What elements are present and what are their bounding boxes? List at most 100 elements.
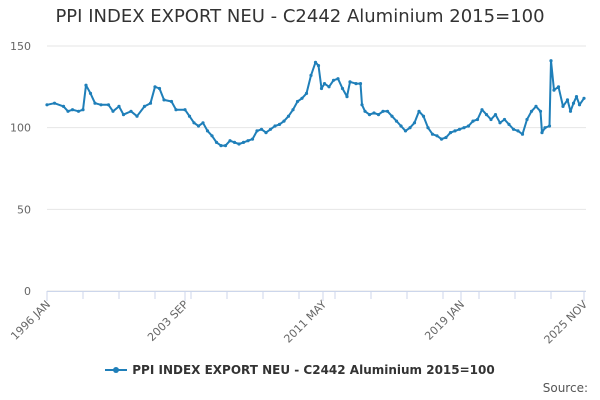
y-tick-label: 50 bbox=[17, 203, 31, 216]
x-tick-label: 1996 JAN bbox=[8, 298, 53, 343]
data-point bbox=[142, 104, 147, 108]
data-point bbox=[153, 85, 157, 89]
data-point bbox=[484, 113, 489, 117]
data-point bbox=[246, 139, 250, 143]
data-point bbox=[336, 77, 340, 81]
legend-marker-icon bbox=[105, 365, 128, 375]
data-point bbox=[309, 73, 313, 77]
data-point bbox=[540, 131, 544, 135]
data-point bbox=[129, 109, 133, 113]
data-point bbox=[385, 109, 390, 113]
data-point bbox=[277, 122, 282, 126]
data-point bbox=[162, 98, 166, 102]
data-point bbox=[148, 101, 153, 105]
data-point bbox=[319, 86, 324, 91]
data-point bbox=[93, 101, 97, 105]
x-tick-label: 2011 MAY bbox=[281, 298, 329, 346]
data-point bbox=[81, 108, 85, 112]
data-point bbox=[561, 104, 565, 108]
data-point bbox=[210, 134, 214, 138]
data-point bbox=[117, 104, 121, 108]
data-point bbox=[66, 109, 70, 113]
data-point bbox=[205, 129, 210, 133]
data-point bbox=[507, 122, 511, 126]
data-point bbox=[444, 135, 448, 140]
data-point bbox=[453, 129, 457, 133]
data-point bbox=[466, 124, 471, 128]
data-point bbox=[106, 103, 111, 107]
data-point bbox=[430, 132, 435, 136]
data-point bbox=[471, 119, 475, 123]
data-point bbox=[520, 132, 525, 136]
data-point bbox=[76, 109, 81, 113]
data-point bbox=[84, 83, 88, 87]
data-point bbox=[282, 119, 286, 123]
data-point bbox=[489, 117, 493, 122]
data-point bbox=[538, 109, 543, 113]
data-point bbox=[241, 140, 246, 144]
data-point bbox=[556, 85, 561, 89]
series-line bbox=[46, 59, 585, 147]
data-point bbox=[61, 104, 66, 108]
data-point bbox=[363, 109, 367, 113]
data-point bbox=[348, 80, 352, 84]
data-point bbox=[552, 88, 556, 92]
data-point bbox=[201, 121, 205, 125]
data-point bbox=[381, 109, 385, 113]
data-point bbox=[435, 134, 439, 138]
data-point bbox=[345, 95, 349, 99]
data-point bbox=[99, 103, 103, 107]
y-tick-label: 150 bbox=[10, 40, 31, 53]
series-layer bbox=[45, 59, 586, 148]
data-point bbox=[403, 129, 408, 133]
data-point bbox=[577, 103, 582, 107]
y-tick-label: 0 bbox=[24, 285, 31, 298]
data-point bbox=[360, 103, 364, 107]
data-point bbox=[354, 82, 358, 86]
data-point bbox=[525, 117, 529, 122]
data-point bbox=[408, 126, 412, 130]
data-point bbox=[534, 104, 538, 108]
data-point bbox=[529, 109, 534, 113]
data-point bbox=[439, 137, 444, 141]
data-point bbox=[498, 121, 502, 125]
data-point bbox=[331, 78, 336, 82]
data-point bbox=[70, 108, 75, 112]
data-point bbox=[157, 86, 162, 91]
y-axis: 0 50 100 150 bbox=[10, 40, 31, 298]
data-point bbox=[223, 144, 228, 148]
data-point bbox=[316, 64, 321, 68]
data-point bbox=[543, 126, 547, 130]
data-point bbox=[255, 129, 259, 133]
gridlines bbox=[47, 45, 586, 292]
data-point bbox=[121, 113, 126, 117]
data-point bbox=[264, 131, 268, 135]
data-point bbox=[300, 96, 304, 100]
data-point bbox=[399, 124, 403, 128]
data-point bbox=[232, 140, 237, 144]
y-tick-label: 100 bbox=[10, 122, 31, 135]
data-point bbox=[304, 91, 309, 95]
data-point bbox=[421, 114, 426, 118]
data-point bbox=[111, 109, 115, 113]
data-point bbox=[475, 117, 480, 122]
data-point bbox=[174, 108, 178, 112]
data-point bbox=[394, 119, 399, 123]
data-point bbox=[183, 108, 187, 112]
data-point bbox=[250, 137, 255, 141]
data-point bbox=[372, 111, 376, 115]
legend[interactable]: PPI INDEX EXPORT NEU - C2442 Aluminium 2… bbox=[0, 363, 600, 377]
data-point bbox=[417, 109, 421, 113]
data-point bbox=[547, 124, 552, 128]
data-point bbox=[237, 142, 241, 146]
data-point bbox=[52, 101, 57, 105]
data-point bbox=[135, 114, 139, 118]
data-point bbox=[367, 113, 372, 117]
data-point bbox=[511, 127, 516, 131]
data-point bbox=[88, 91, 93, 95]
data-point bbox=[340, 86, 345, 91]
x-tick-label: 2003 SEP bbox=[145, 298, 191, 344]
data-point bbox=[291, 108, 295, 112]
data-point bbox=[457, 127, 462, 131]
data-point bbox=[412, 121, 417, 125]
